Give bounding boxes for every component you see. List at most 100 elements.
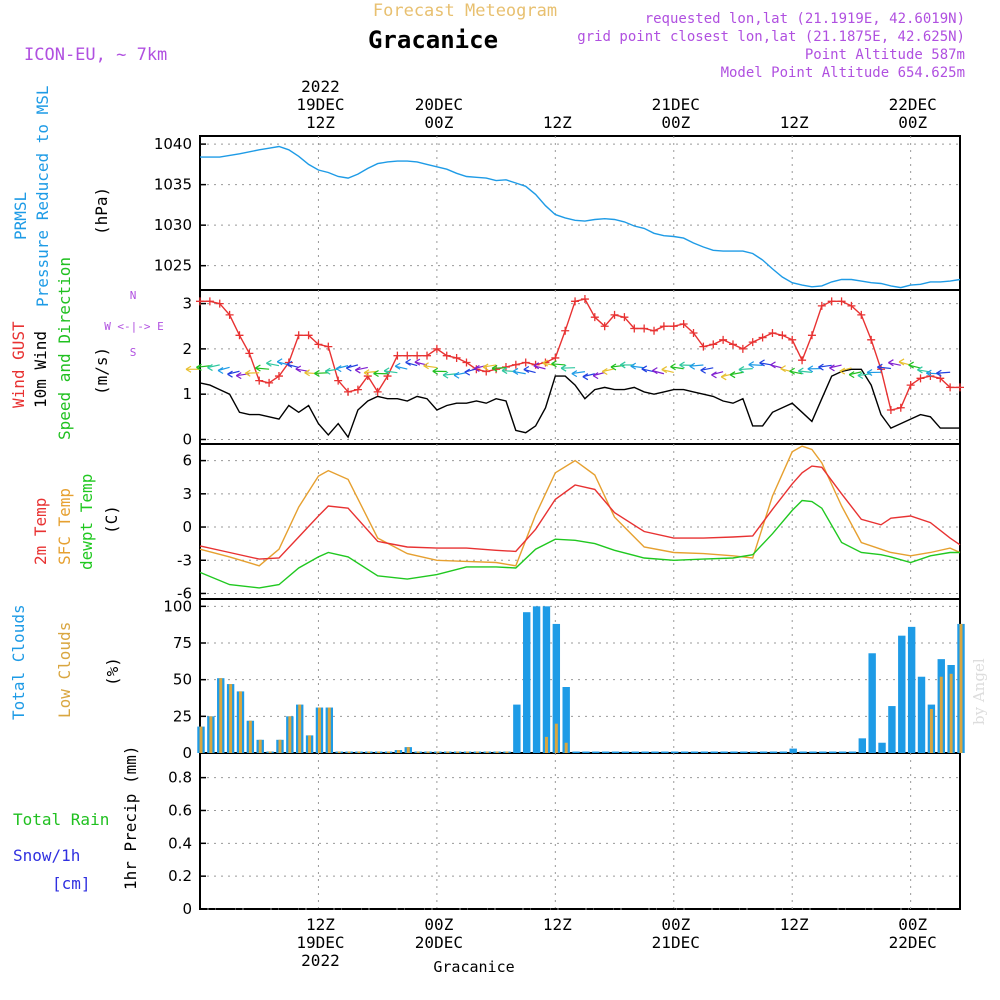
- gust-line-marker: [580, 295, 589, 304]
- wind-arrow-head: [207, 364, 213, 372]
- low-cloud-bar: [288, 716, 292, 753]
- gust-line-marker: [511, 360, 520, 369]
- total-cloud-bar: [828, 751, 837, 753]
- panel-5: 0 0.2 0.4 0.6 0.8: [168, 752, 961, 918]
- wind-arrow: [355, 366, 368, 371]
- wind-arrow-head: [235, 372, 242, 380]
- wind-arrow-head: [888, 359, 894, 367]
- y-tick-label: 1: [182, 385, 192, 403]
- y-tick-label: 6: [182, 452, 192, 470]
- wind-arrow: [227, 370, 240, 375]
- gust-line-marker: [778, 331, 787, 340]
- total-cloud-bar: [611, 751, 620, 753]
- low-cloud-bar: [337, 751, 341, 753]
- total-cloud-bar: [542, 606, 551, 753]
- pressure-unit: (hPa): [92, 187, 111, 235]
- wind-arrow-head: [592, 372, 599, 380]
- gust-line-marker: [294, 331, 303, 340]
- wind-arrow-head: [738, 366, 745, 374]
- gust-line-marker: [689, 329, 698, 338]
- wind-arrow: [255, 367, 270, 370]
- direction-label: Speed and Direction: [55, 257, 74, 440]
- low-cloud-bar: [939, 676, 943, 753]
- total-cloud-bar: [858, 738, 866, 753]
- wind-arrow-head: [818, 363, 824, 371]
- pressure-label-1: PRMSL: [11, 192, 30, 240]
- total-cloud-bar: [710, 751, 718, 753]
- low-clouds-label: Low Clouds: [55, 622, 74, 718]
- pressure-line: [200, 145, 961, 289]
- wind-arrow-head: [491, 364, 498, 372]
- wind-arrow-head: [255, 364, 261, 372]
- wind-arrow: [266, 362, 280, 367]
- gust-line-marker: [423, 351, 432, 360]
- time-label-top: 00Z: [898, 113, 927, 132]
- gust-line-marker: [620, 313, 629, 322]
- total-cloud-bar: [809, 751, 817, 753]
- time-label-bottom: 00Z: [424, 915, 453, 934]
- low-cloud-bar: [199, 726, 203, 753]
- wind-arrow-head: [780, 365, 786, 373]
- cloud-labels: Total Clouds Low Clouds (%): [9, 604, 122, 720]
- wind-arrow: [759, 362, 773, 366]
- gust-line-marker: [817, 301, 826, 310]
- wind-arrow-head: [857, 372, 864, 380]
- total-cloud-bar: [680, 751, 689, 753]
- time-label-bottom: 12Z: [780, 915, 809, 934]
- gust-line-marker: [847, 301, 856, 310]
- gust-line-marker: [600, 322, 609, 331]
- low-cloud-bar: [456, 751, 460, 753]
- gust-line-marker: [709, 340, 718, 349]
- gust-line-marker: [373, 387, 382, 396]
- wind-arrow-head: [748, 361, 755, 369]
- y-tick-label: 25: [173, 707, 192, 725]
- gust-line-marker: [916, 374, 925, 383]
- wind-arrow: [196, 365, 210, 368]
- wind-arrow: [395, 365, 408, 370]
- gust-line-marker: [235, 331, 244, 340]
- low-cloud-bar: [485, 751, 489, 753]
- gust-line-marker: [501, 363, 510, 371]
- y-tick-label: 3: [182, 295, 192, 313]
- time-label-top: 2022: [301, 77, 340, 96]
- gust-line-marker: [353, 385, 362, 394]
- wind-arrow-head: [217, 366, 224, 374]
- wind-arrow-head: [789, 367, 795, 375]
- wind-arrow-head: [619, 361, 626, 369]
- wind-arrow: [798, 370, 813, 373]
- wind-arrow: [829, 364, 842, 369]
- rain-label: Total Rain: [13, 810, 109, 829]
- temp-unit: (C): [102, 505, 121, 534]
- wind-arrow: [641, 368, 655, 373]
- wind-arrow: [423, 365, 437, 369]
- total-cloud-bar: [907, 626, 916, 753]
- time-label-bottom: 12Z: [543, 915, 572, 934]
- total-cloud-bar: [651, 751, 659, 753]
- gust-line-marker: [196, 297, 204, 306]
- wind-arrow: [483, 364, 497, 368]
- low-cloud-bar: [248, 720, 252, 753]
- low-cloud-bar: [347, 751, 351, 753]
- wind-arrow-head: [661, 366, 668, 374]
- wind-arrow-head: [670, 363, 676, 371]
- wind-arrow: [849, 371, 862, 376]
- panel-frame: [199, 135, 961, 291]
- gust-line-marker: [669, 322, 678, 331]
- wind-arrow-head: [523, 365, 530, 374]
- snow-label: Snow/1h: [13, 846, 80, 865]
- gust-line-marker: [590, 313, 599, 322]
- time-label-bottom: 20DEC: [415, 933, 463, 952]
- total-cloud-bar: [888, 706, 896, 753]
- gust-line-marker: [956, 383, 964, 392]
- gust-line-marker: [719, 335, 728, 344]
- location-name: Gracanice: [368, 26, 498, 54]
- wind-arrow-head: [610, 363, 617, 371]
- wind-arrow-head: [926, 369, 932, 377]
- low-cloud-bar: [544, 736, 548, 753]
- gridpoint-coords: grid point closest lon,lat (21.1875E, 42…: [577, 29, 965, 45]
- wind-arrow: [364, 370, 378, 374]
- total-cloud-bar: [572, 751, 580, 753]
- low-cloud-bar: [327, 707, 331, 753]
- low-cloud-bar: [436, 751, 440, 753]
- wind-arrow-head: [227, 370, 233, 378]
